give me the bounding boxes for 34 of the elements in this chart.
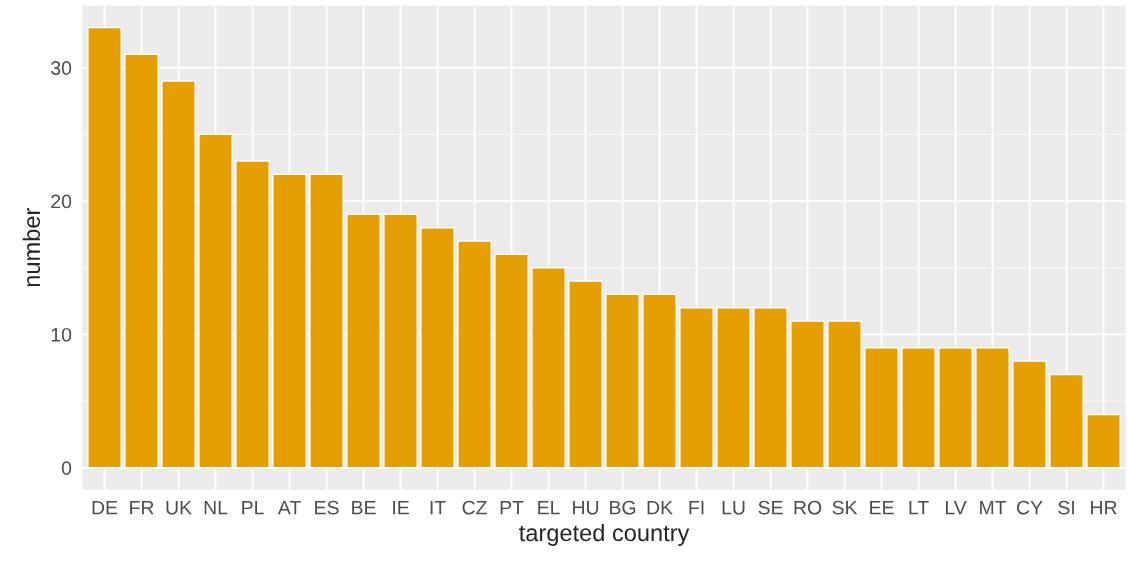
x-tick-label: SK (832, 500, 858, 515)
x-tick-label: ES (315, 500, 339, 515)
x-tick-label: DK (647, 500, 673, 515)
x-tick-label: AT (277, 500, 301, 515)
y-axis-title: number (22, 208, 41, 287)
x-tick-label: FR (130, 500, 154, 515)
x-tick-label: LU (722, 500, 745, 515)
x-tick-label: SI (1058, 500, 1074, 515)
y-tick-label: 30 (51, 61, 72, 75)
y-tick-label: 0 (61, 461, 72, 476)
x-tick-label: LT (909, 500, 929, 515)
x-tick-label: IT (430, 500, 446, 515)
x-tick-label: PL (242, 500, 264, 515)
x-tick-label: DE (92, 500, 118, 515)
x-tick-label: HR (1091, 500, 1117, 515)
x-tick-label: LV (945, 500, 967, 515)
x-tick-label: BE (352, 500, 376, 515)
x-tick-label: FI (689, 500, 704, 515)
x-tick-label: RO (794, 500, 822, 515)
x-tick-label: IE (393, 500, 409, 515)
x-tick-label: NL (204, 500, 228, 515)
x-tick-label: PT (500, 500, 524, 515)
x-tick-label: HU (573, 500, 599, 515)
x-axis-title: targeted country (519, 523, 690, 546)
x-tick-label: EL (538, 500, 560, 515)
x-tick-label: UK (166, 500, 192, 515)
x-tick-label: EE (870, 500, 894, 515)
y-tick-label: 20 (51, 194, 72, 209)
x-tick-label: CZ (462, 500, 487, 515)
x-tick-label: BG (610, 500, 636, 515)
x-tick-label: CY (1017, 500, 1043, 515)
x-tick-label: MT (980, 500, 1007, 515)
x-tick-label: SE (758, 500, 783, 515)
y-tick-label: 10 (51, 327, 72, 342)
